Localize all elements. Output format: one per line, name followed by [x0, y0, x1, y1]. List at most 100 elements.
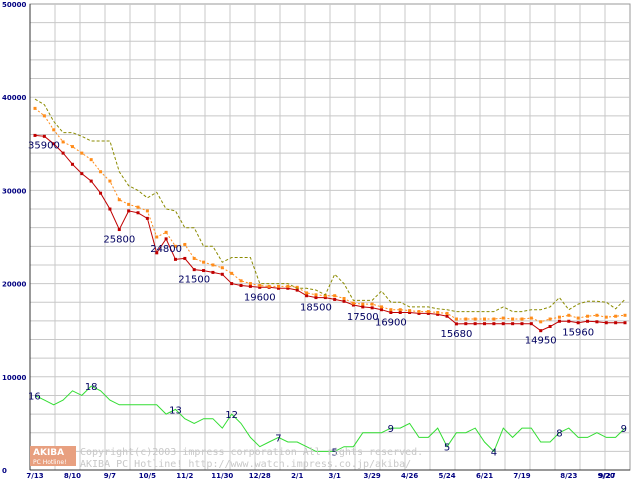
data-point-min: [483, 322, 487, 326]
data-point-min: [333, 297, 337, 301]
copyright-line-1: Copyright(c)2003 impress corporation All…: [80, 447, 423, 458]
data-point-avg: [164, 230, 168, 234]
x-tick-label: 11/30: [211, 472, 233, 480]
data-point-avg: [426, 310, 430, 314]
data-point-avg: [436, 310, 440, 314]
data-label-shops: 5: [444, 443, 450, 454]
x-tick-label: 2/1: [291, 472, 303, 480]
data-point-avg: [492, 317, 496, 321]
data-point-min: [426, 311, 430, 315]
data-point-avg: [136, 205, 140, 209]
data-label-min: 15960: [562, 328, 594, 339]
data-point-min: [136, 211, 140, 215]
x-tick-label: 8/10: [64, 472, 81, 480]
data-point-min: [370, 306, 374, 310]
data-point-avg: [192, 256, 196, 260]
data-point-avg: [305, 291, 309, 295]
data-point-min: [361, 305, 365, 309]
data-point-min: [248, 284, 252, 288]
x-tick-label: 4/26: [401, 472, 418, 480]
data-labels: 35900 25800 24800 21500 19600 18500 1750016900…: [28, 140, 627, 458]
y-tick-label: 0: [2, 467, 7, 475]
data-point-min: [117, 228, 121, 232]
data-point-avg: [520, 317, 524, 321]
data-point-avg: [454, 317, 458, 321]
data-point-avg: [511, 317, 515, 321]
data-point-min: [52, 142, 56, 146]
data-point-avg: [567, 313, 571, 317]
data-point-avg: [333, 294, 337, 298]
data-point-avg: [211, 263, 215, 267]
data-point-min: [230, 282, 234, 286]
data-point-avg: [323, 294, 327, 298]
data-point-avg: [108, 179, 112, 183]
data-label-shops: 4: [491, 447, 497, 458]
x-tick-label: 5/24: [438, 472, 455, 480]
data-label-shops: 9: [621, 424, 627, 435]
data-point-avg: [80, 151, 84, 155]
data-point-avg: [145, 209, 149, 213]
data-point-min: [398, 310, 402, 314]
logo-subtext: PC Hotline!: [33, 459, 66, 466]
y-tick-label: 50000: [2, 1, 26, 9]
data-point-min: [501, 322, 505, 326]
data-point-avg: [99, 170, 103, 174]
data-point-min: [192, 268, 196, 272]
data-point-min: [239, 283, 243, 287]
data-point-min: [314, 296, 318, 300]
data-point-avg: [445, 311, 449, 315]
data-point-min: [211, 270, 215, 274]
data-point-avg: [501, 316, 505, 320]
data-point-avg: [623, 313, 627, 317]
data-point-avg: [417, 310, 421, 314]
data-point-min: [42, 134, 46, 138]
y-tick-label: 20000: [2, 281, 26, 289]
data-point-min: [548, 324, 552, 328]
data-point-avg: [529, 316, 533, 320]
data-label-min: 21500: [178, 275, 210, 286]
data-label-min: 18500: [300, 303, 332, 314]
x-tick-label: 12/28: [249, 472, 271, 480]
x-tick-label: 3/1: [329, 472, 341, 480]
data-point-avg: [202, 260, 206, 264]
data-point-avg: [361, 302, 365, 306]
data-point-min: [595, 320, 599, 324]
data-point-avg: [614, 314, 618, 318]
data-point-min: [183, 256, 187, 260]
data-point-avg: [370, 302, 374, 306]
x-tick-label: 11/2: [176, 472, 193, 480]
x-tick-label: 10/5: [139, 472, 156, 480]
data-point-avg: [89, 158, 93, 162]
data-point-min: [286, 286, 290, 290]
data-point-avg: [286, 284, 290, 288]
data-label-min: 17500: [347, 312, 379, 323]
data-point-avg: [604, 315, 608, 319]
data-point-avg: [351, 301, 355, 305]
data-point-avg: [52, 128, 56, 132]
series-line-min: [34, 134, 625, 332]
data-point-min: [61, 151, 65, 155]
data-point-avg: [117, 198, 121, 202]
data-point-avg: [295, 285, 299, 289]
data-label-shops: 7: [275, 433, 281, 444]
data-point-avg: [42, 114, 46, 118]
data-label-min: 24800: [150, 244, 182, 255]
data-point-min: [520, 322, 524, 326]
data-point-avg: [127, 202, 131, 206]
data-point-avg: [220, 266, 224, 270]
data-point-min: [33, 133, 37, 137]
data-point-min: [220, 272, 224, 276]
data-point-avg: [464, 317, 468, 321]
x-tick-label: 7/19: [513, 472, 530, 480]
data-point-min: [323, 296, 327, 300]
logo-background: [30, 446, 76, 466]
y-tick-label: 30000: [2, 187, 26, 195]
data-point-avg: [276, 284, 280, 288]
data-point-min: [473, 322, 477, 326]
data-point-avg: [239, 279, 243, 283]
x-tick-label: 9/20: [598, 472, 615, 480]
data-point-min: [202, 269, 206, 273]
data-point-min: [614, 321, 618, 325]
data-point-avg: [398, 308, 402, 312]
